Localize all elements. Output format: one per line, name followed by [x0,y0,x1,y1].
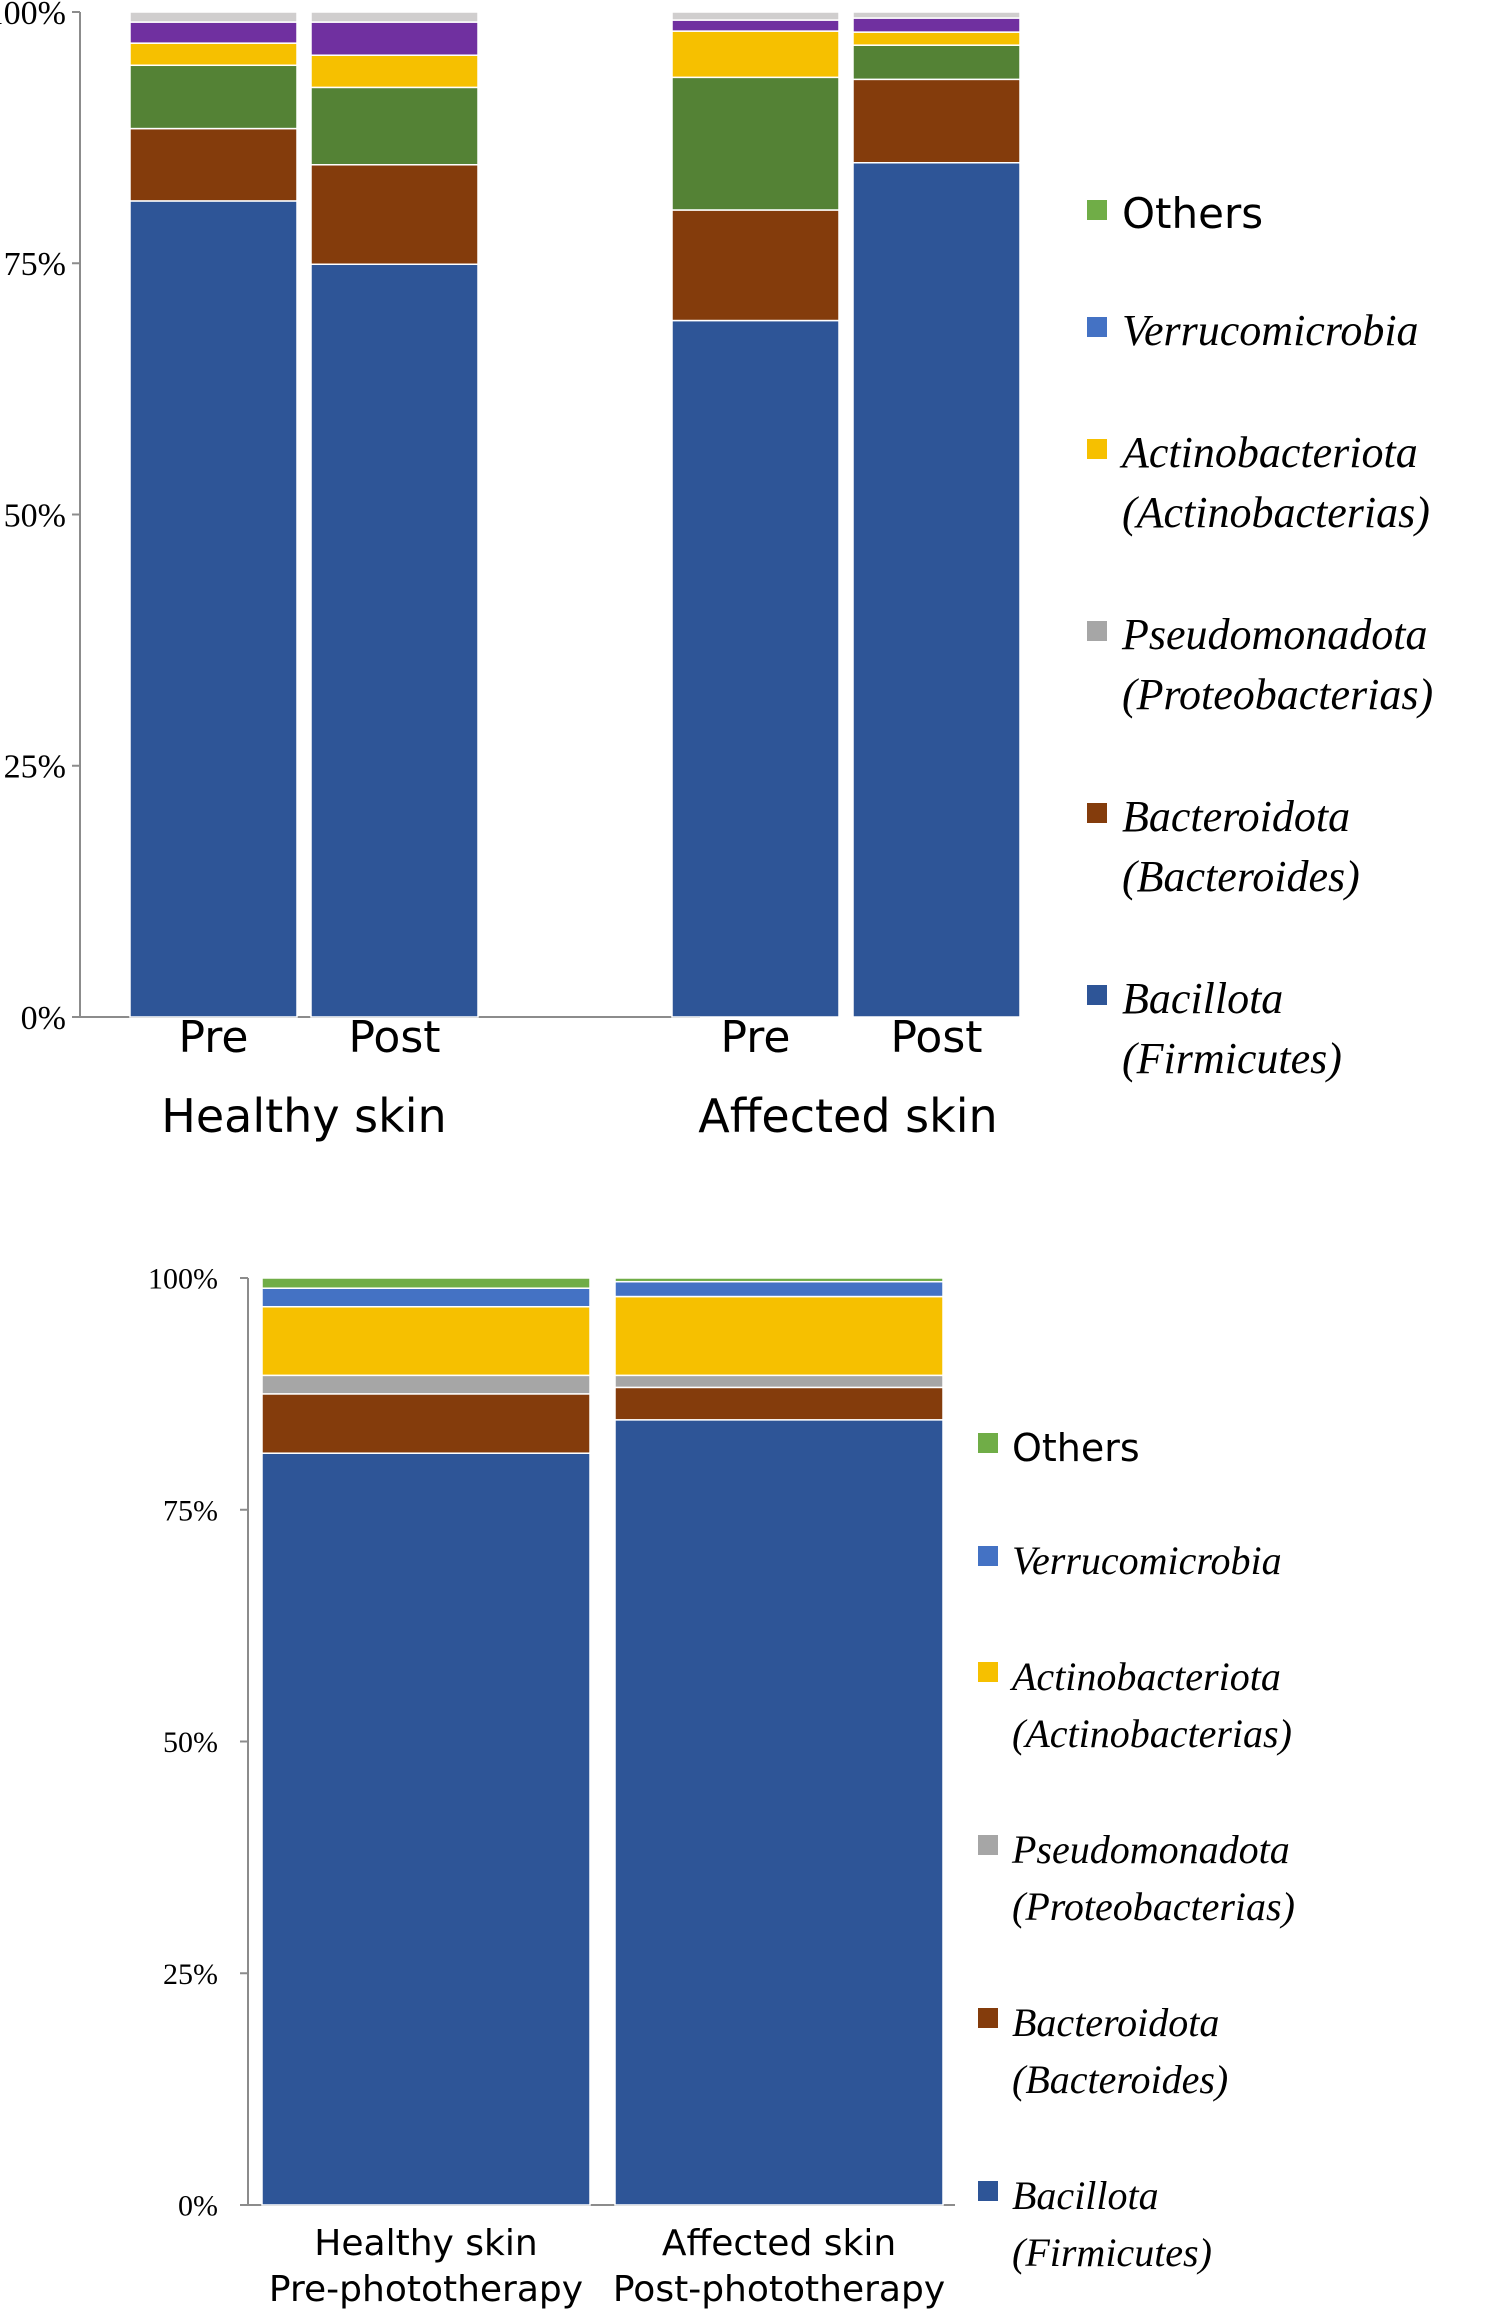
legend-label: (Actinobacterias) [1012,1711,1292,1756]
bar-segment-pseudomonadota [614,1374,944,1389]
x-category-label: Post-phototherapy [613,2269,945,2310]
y-tick-label: 75% [4,246,66,283]
x-category-label: Healthy skin [314,2223,537,2264]
legend-label: Bacillota [1122,974,1283,1023]
legend-label: Bacteroidota [1012,2000,1219,2045]
bar-segment-bacillota [310,263,479,1018]
x-category-label: Affected skin [662,2223,896,2264]
x-category-label: Post [348,1012,440,1063]
group-label: Affected skin [698,1089,997,1143]
bar-segment-light-gray-band [671,11,840,21]
bar-segment-verrucomicrobia [261,1287,591,1308]
bar-segment-bacillota [129,200,298,1018]
bar-segment-bacteroidota [310,164,479,266]
legend-swatch-verrucomicrobia [978,1546,998,1566]
legend-swatch-bacillota [978,2181,998,2201]
bar-segment-bacillota [671,319,840,1018]
bar-segment-actinobacteriota [614,1295,944,1377]
bar-segment-actinobacteriota [129,42,298,67]
bar-segment-purple-band [671,19,840,32]
y-tick-label: 75% [163,1494,218,1527]
legend-swatch-pseudomonadota [1087,621,1107,641]
legend-swatch-actinobacteriota [978,1662,998,1682]
legend-label: Others [1012,1426,1140,1470]
bar-segment-light-gray-band [129,11,298,23]
y-tick-label: 0% [21,1000,66,1037]
legend-swatch-bacteroidota [978,2008,998,2028]
legend-swatch-others [1087,200,1107,220]
bar-segment-bacillota [261,1452,591,2206]
legend-swatch-bacteroidota [1087,803,1107,823]
legend-label: Pseudomonadota [1011,1827,1290,1872]
bar-segment-bacteroidota [614,1386,944,1421]
bar-segment-verrucomicrobia [614,1280,944,1298]
bar-segment-actinobacteriota [852,31,1021,46]
y-tick-label: 50% [4,497,66,534]
legend-label: Bacillota [1012,2173,1159,2218]
bar-segment-green-band [852,44,1021,81]
legend-swatch-actinobacteriota [1087,439,1107,459]
bar-segment-bacteroidota [129,127,298,202]
legend-label: Pseudomonadota [1121,610,1428,659]
legend-swatch-verrucomicrobia [1087,317,1107,337]
legend-label: (Firmicutes) [1122,1034,1342,1083]
bar-segment-purple-band [310,21,479,56]
legend-swatch-pseudomonadota [978,1835,998,1855]
x-category-label: Pre-phototherapy [269,2269,583,2310]
bar-segment-bacillota [852,162,1021,1018]
legend-swatch-bacillota [1087,985,1107,1005]
legend-label: (Proteobacterias) [1012,1884,1295,1929]
bar-segment-green-band [310,86,479,166]
bar-segment-light-gray-band [852,11,1021,19]
legend-label: (Bacteroides) [1012,2057,1228,2102]
y-tick-label: 25% [4,749,66,786]
legend-label: Actinobacteriota [1119,428,1418,477]
bar-segment-light-gray-band [310,11,479,23]
legend-label: Verrucomicrobia [1122,306,1419,355]
legend-label: (Bacteroides) [1122,852,1360,901]
bar-segment-actinobacteriota [671,30,840,79]
group-label: Healthy skin [161,1089,446,1143]
legend-label: Bacteroidota [1122,792,1350,841]
y-tick-label: 0% [178,2190,218,2223]
bar-segment-bacillota [614,1419,944,2206]
legend-label: Actinobacteriota [1009,1654,1281,1699]
bar-segment-pseudomonadota [261,1374,591,1395]
y-tick-label: 100% [148,1263,218,1296]
bar-segment-green-band [129,64,298,130]
y-tick-label: 100% [0,0,66,32]
legend-label: Others [1122,189,1263,238]
bar-segment-actinobacteriota [261,1305,591,1377]
bar-segment-bacteroidota [671,209,840,322]
bar-segment-others [261,1277,591,1289]
bar-segment-purple-band [129,21,298,44]
bar-segment-bacteroidota [261,1393,591,1454]
legend-label: (Firmicutes) [1012,2230,1212,2275]
stacked-bar-chart-by-group: 0% 25% 50% 75% 100% Pre Post Pre Post Healthy ski… [0,0,1433,1143]
bar-segment-others [614,1277,944,1283]
legend-label: (Actinobacterias) [1122,488,1430,537]
bar-segment-bacteroidota [852,78,1021,164]
stacked-bar-chart-combined: 0% 25% 50% 75% 100% Healthy skin Pre-photother… [148,1263,1295,2311]
y-tick-label: 50% [163,1726,218,1759]
bar-segment-purple-band [852,17,1021,33]
legend-swatch-others [978,1433,998,1453]
bar-segment-green-band [671,76,840,211]
bar-segment-actinobacteriota [310,54,479,89]
x-category-label: Pre [179,1012,249,1063]
legend-label: Verrucomicrobia [1012,1538,1282,1583]
x-category-label: Pre [721,1012,791,1063]
x-category-label: Post [890,1012,982,1063]
legend-label: (Proteobacterias) [1122,670,1433,719]
y-tick-label: 25% [163,1958,218,1991]
